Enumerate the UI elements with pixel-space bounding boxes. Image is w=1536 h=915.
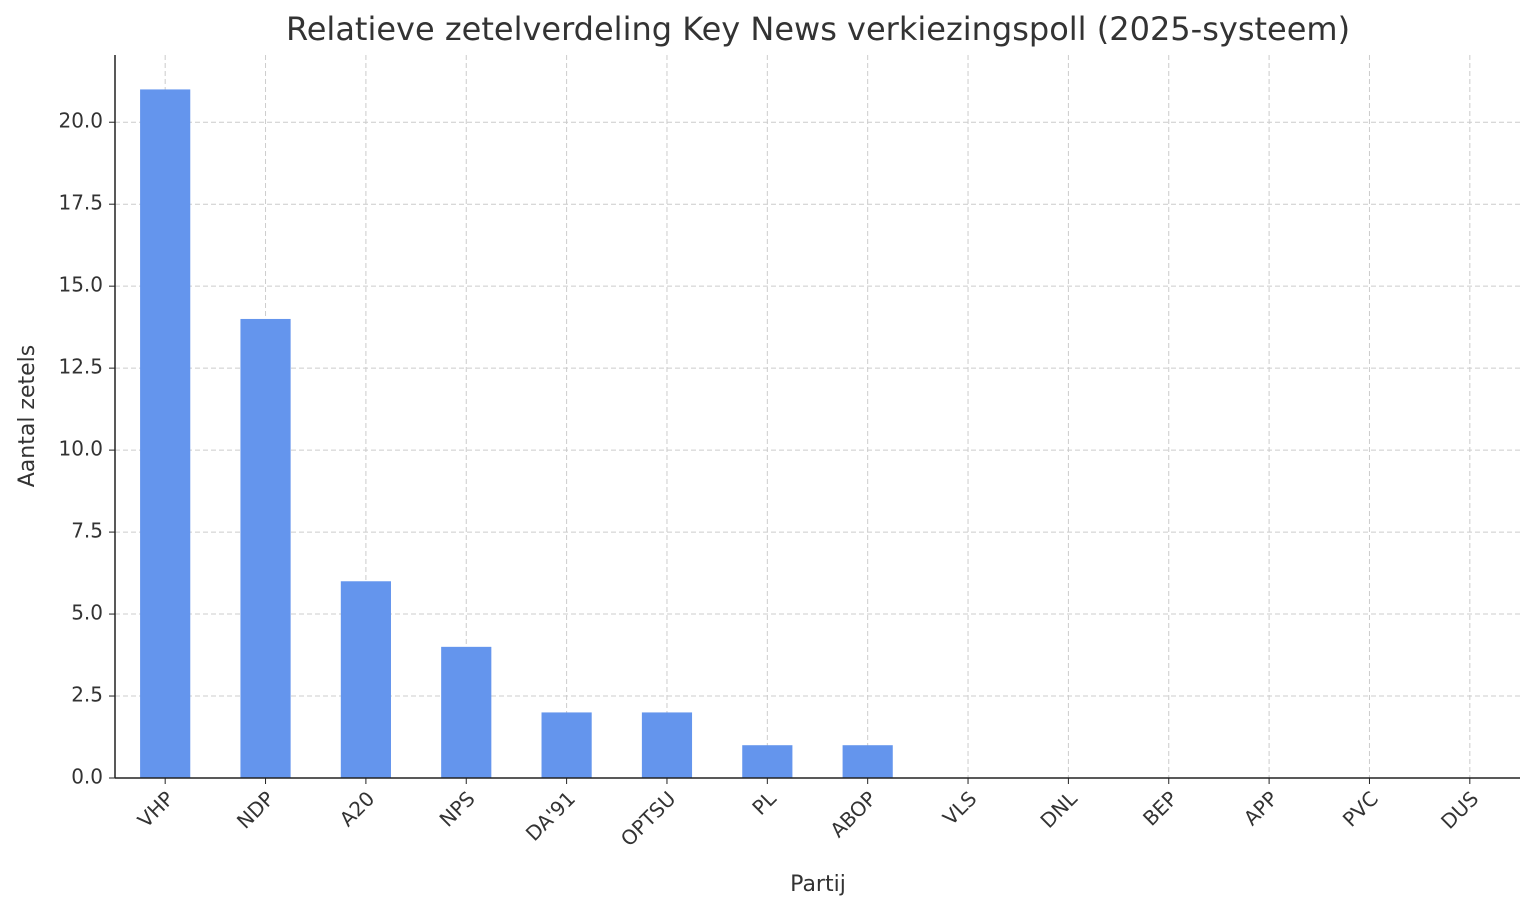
x-tick-label: DUS [1436,786,1483,833]
y-tick-label: 15.0 [58,273,103,297]
x-tick-label: VHP [133,786,179,832]
bar [140,89,191,778]
y-tick-label: 12.5 [58,355,103,379]
x-tick-label: NPS [435,786,480,831]
y-tick-label: 2.5 [71,683,103,707]
bar [842,745,893,778]
x-tick-label: DA'91 [521,786,580,845]
y-tick-label: 10.0 [58,437,103,461]
y-tick-label: 17.5 [58,191,103,215]
bar [541,712,592,778]
y-tick-label: 7.5 [71,519,103,543]
y-tick-label: 5.0 [71,601,103,625]
x-tick-label: OPTSU [616,786,681,851]
chart-title: Relatieve zetelverdeling Key News verkie… [286,10,1350,48]
bar [742,745,793,778]
x-tick-label: NDP [232,786,279,833]
x-tick-label: ABOP [825,786,881,842]
x-tick-label: APP [1239,786,1283,830]
x-tick-label: PVC [1338,786,1383,831]
bar [641,712,693,778]
bar [240,318,291,778]
y-tick-label: 20.0 [58,109,103,133]
x-tick-label: BEP [1138,786,1182,830]
bar [441,646,492,778]
x-tick-label: PL [747,786,781,820]
y-tick-label: 0.0 [71,765,103,789]
bar [340,581,391,778]
x-tick-label: DNL [1035,786,1082,833]
x-tick-label: VLS [938,786,982,830]
x-axis-label: Partij [790,872,846,897]
x-tick-label: A20 [335,786,380,831]
y-axis-label: Aantal zetels [15,345,40,488]
